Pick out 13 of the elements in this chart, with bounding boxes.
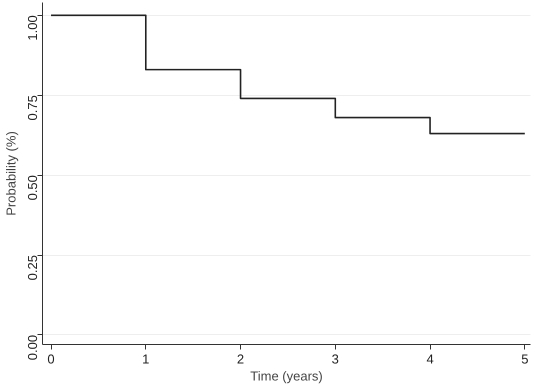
x-tick-label: 2: [236, 352, 244, 366]
x-axis-title: Time (years): [250, 368, 323, 384]
x-tick-label: 4: [426, 352, 434, 366]
x-tick-label: 3: [332, 352, 339, 366]
y-tick-label: 0.50: [25, 175, 40, 200]
y-tick-label: 0.00: [25, 334, 40, 360]
y-tick-label: 0.75: [25, 95, 40, 120]
x-tick-label: 1: [142, 352, 150, 366]
x-tick-label: 0: [47, 352, 55, 366]
y-tick-label: 0.25: [25, 254, 40, 280]
y-tick-label: 1.00: [25, 15, 40, 41]
x-tick-label: 5: [521, 352, 528, 366]
y-axis-title: Probability (%): [4, 131, 18, 216]
